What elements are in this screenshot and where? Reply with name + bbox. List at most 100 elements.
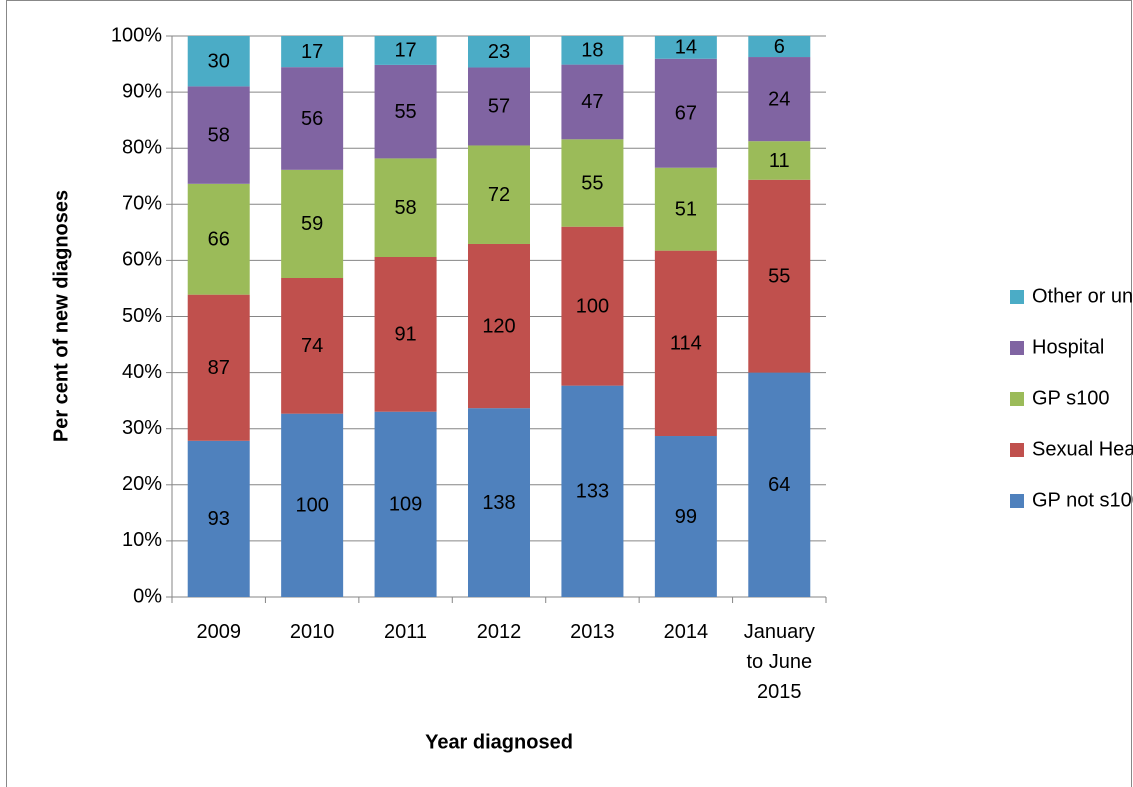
x-tick-label: 2014 (663, 621, 709, 643)
bar-segment (281, 36, 344, 68)
y-tick-label: 100% (111, 24, 162, 46)
data-label: 64 (768, 474, 790, 496)
x-tick-label: 2009 (196, 621, 241, 643)
bar-segment (468, 145, 530, 244)
x-tick-label: 2012 (476, 621, 522, 643)
data-label: 18 (581, 40, 603, 62)
data-label: 14 (675, 37, 697, 59)
data-label: 109 (389, 494, 422, 516)
legend-label: Hospital (1032, 336, 1104, 358)
data-label: 114 (670, 333, 702, 355)
bar-segment (468, 243, 530, 409)
data-label: 30 (208, 50, 230, 72)
data-label: 58 (208, 124, 230, 146)
bar-segment (187, 294, 250, 441)
data-label: 91 (394, 324, 416, 346)
data-label: 24 (768, 88, 790, 110)
data-label: 17 (394, 40, 416, 62)
bar-segment (468, 408, 530, 597)
data-label: 74 (301, 335, 323, 357)
bar-segment (748, 372, 811, 597)
x-axis-title: Year diagnosed (425, 731, 573, 753)
bar-segment (281, 67, 344, 170)
bar-segment (468, 67, 530, 146)
data-label: 51 (675, 198, 697, 220)
bar-segment (374, 257, 437, 412)
bar-segment (561, 64, 624, 140)
y-tick-label: 70% (122, 193, 162, 215)
y-axis-title: Per cent of new diagnoses (50, 190, 72, 442)
legend-label: Sexual Health Clinic (1032, 438, 1133, 460)
bar-segment (748, 36, 811, 58)
data-label: 56 (301, 108, 323, 130)
data-label: 47 (581, 91, 603, 113)
data-label: 17 (301, 41, 323, 63)
data-label: 55 (768, 265, 790, 287)
bar-segment (561, 36, 624, 65)
legend-label: GP not s100 (1032, 489, 1133, 511)
data-label: 67 (675, 103, 697, 125)
chart-border (6, 0, 1132, 787)
bar-segment (374, 411, 437, 597)
y-tick-label: 40% (122, 361, 162, 383)
data-label: 55 (581, 172, 603, 194)
data-label: 100 (576, 295, 609, 317)
data-label: 59 (301, 213, 323, 235)
bar-segment (748, 179, 811, 373)
bar-segment (281, 169, 344, 278)
x-tick-label: 2010 (289, 621, 335, 643)
data-label: 93 (208, 508, 230, 530)
data-label: 23 (488, 41, 510, 63)
bar-segment (654, 167, 717, 251)
bar-segment (187, 440, 250, 597)
data-label: 58 (394, 197, 416, 219)
legend-marker (1010, 494, 1024, 508)
y-tick-label: 20% (122, 473, 162, 495)
bar-segment (281, 413, 344, 597)
legend-label: GP s100 (1032, 387, 1109, 409)
y-tick-label: 30% (122, 417, 162, 439)
bar-segment (561, 385, 624, 597)
bar-segment (374, 64, 437, 159)
bar-segment (374, 36, 437, 65)
legend-marker (1010, 392, 1024, 406)
legend-marker (1010, 341, 1024, 355)
bar-segment (281, 278, 344, 414)
x-tick-label: January to June 2015 (743, 621, 815, 703)
y-tick-label: 0% (133, 585, 162, 607)
bar-segment (374, 158, 437, 257)
x-tick-label: 2011 (384, 621, 428, 643)
data-label: 100 (295, 495, 328, 517)
bar-segment (654, 36, 717, 59)
legend-label: Other or unknown (1032, 285, 1133, 307)
data-label: 133 (576, 481, 609, 503)
y-tick-label: 50% (122, 305, 162, 327)
bar-segment (561, 226, 624, 386)
data-label: 72 (488, 184, 510, 206)
legend-marker (1010, 290, 1024, 304)
bar-segment (187, 86, 250, 184)
bar-segment (187, 36, 250, 87)
data-label: 11 (769, 150, 790, 172)
bar-segment (654, 436, 717, 597)
y-tick-label: 60% (122, 249, 162, 271)
data-label: 138 (482, 492, 515, 514)
data-label: 57 (488, 96, 510, 118)
data-label: 66 (208, 229, 230, 251)
data-label: 99 (675, 506, 697, 528)
y-tick-label: 90% (122, 80, 162, 102)
bar-segment (654, 250, 717, 437)
bar-segment (748, 141, 811, 180)
bar-segment (654, 58, 717, 168)
data-label: 87 (208, 357, 230, 379)
bar-segment (468, 36, 530, 68)
data-label: 55 (394, 101, 416, 123)
y-tick-label: 10% (122, 529, 162, 551)
data-label: 6 (774, 36, 785, 58)
x-tick-label: 2013 (570, 621, 615, 643)
legend-marker (1010, 443, 1024, 457)
bar-segment (748, 57, 811, 142)
data-label: 120 (482, 315, 515, 337)
